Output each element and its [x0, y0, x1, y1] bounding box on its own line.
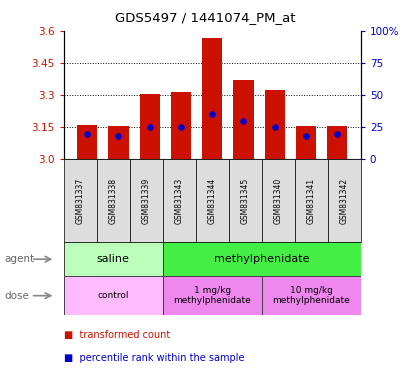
FancyBboxPatch shape	[261, 159, 294, 242]
Bar	[108, 126, 128, 159]
Bar	[233, 80, 253, 159]
Text: dose: dose	[4, 291, 29, 301]
FancyBboxPatch shape	[162, 276, 261, 315]
FancyBboxPatch shape	[129, 159, 162, 242]
Bar	[326, 126, 346, 159]
Text: ■  transformed count: ■ transformed count	[63, 330, 169, 340]
Bar	[264, 90, 284, 159]
Point	[208, 111, 215, 118]
Text: control: control	[97, 291, 128, 300]
FancyBboxPatch shape	[195, 159, 228, 242]
Bar	[139, 94, 160, 159]
FancyBboxPatch shape	[63, 276, 162, 315]
Text: GSM831345: GSM831345	[240, 177, 249, 224]
FancyBboxPatch shape	[294, 159, 327, 242]
Point	[84, 131, 90, 137]
Text: GSM831344: GSM831344	[207, 177, 216, 224]
Point	[146, 124, 153, 130]
Bar	[77, 125, 97, 159]
Text: agent: agent	[4, 254, 34, 264]
Text: 10 mg/kg
methylphenidate: 10 mg/kg methylphenidate	[272, 286, 349, 305]
Bar	[171, 92, 191, 159]
Text: GDS5497 / 1441074_PM_at: GDS5497 / 1441074_PM_at	[115, 12, 294, 25]
Text: GSM831340: GSM831340	[273, 177, 282, 224]
FancyBboxPatch shape	[327, 159, 360, 242]
Point	[333, 131, 339, 137]
Bar	[202, 38, 222, 159]
Text: GSM831342: GSM831342	[339, 177, 348, 224]
Text: GSM831339: GSM831339	[141, 177, 150, 224]
FancyBboxPatch shape	[162, 242, 360, 276]
Point	[115, 133, 121, 139]
FancyBboxPatch shape	[261, 276, 360, 315]
FancyBboxPatch shape	[63, 242, 162, 276]
Text: 1 mg/kg
methylphenidate: 1 mg/kg methylphenidate	[173, 286, 250, 305]
FancyBboxPatch shape	[63, 159, 97, 242]
Text: saline: saline	[97, 254, 129, 264]
Text: GSM831343: GSM831343	[174, 177, 183, 224]
Text: GSM831338: GSM831338	[108, 177, 117, 224]
Point	[240, 118, 246, 124]
Text: ■  percentile rank within the sample: ■ percentile rank within the sample	[63, 353, 243, 363]
Text: methylphenidate: methylphenidate	[213, 254, 309, 264]
Point	[271, 124, 277, 130]
FancyBboxPatch shape	[228, 159, 261, 242]
FancyBboxPatch shape	[97, 159, 129, 242]
Text: GSM831341: GSM831341	[306, 177, 315, 224]
FancyBboxPatch shape	[162, 159, 195, 242]
Point	[302, 133, 308, 139]
Point	[177, 124, 184, 130]
Text: GSM831337: GSM831337	[75, 177, 84, 224]
Bar	[295, 126, 315, 159]
